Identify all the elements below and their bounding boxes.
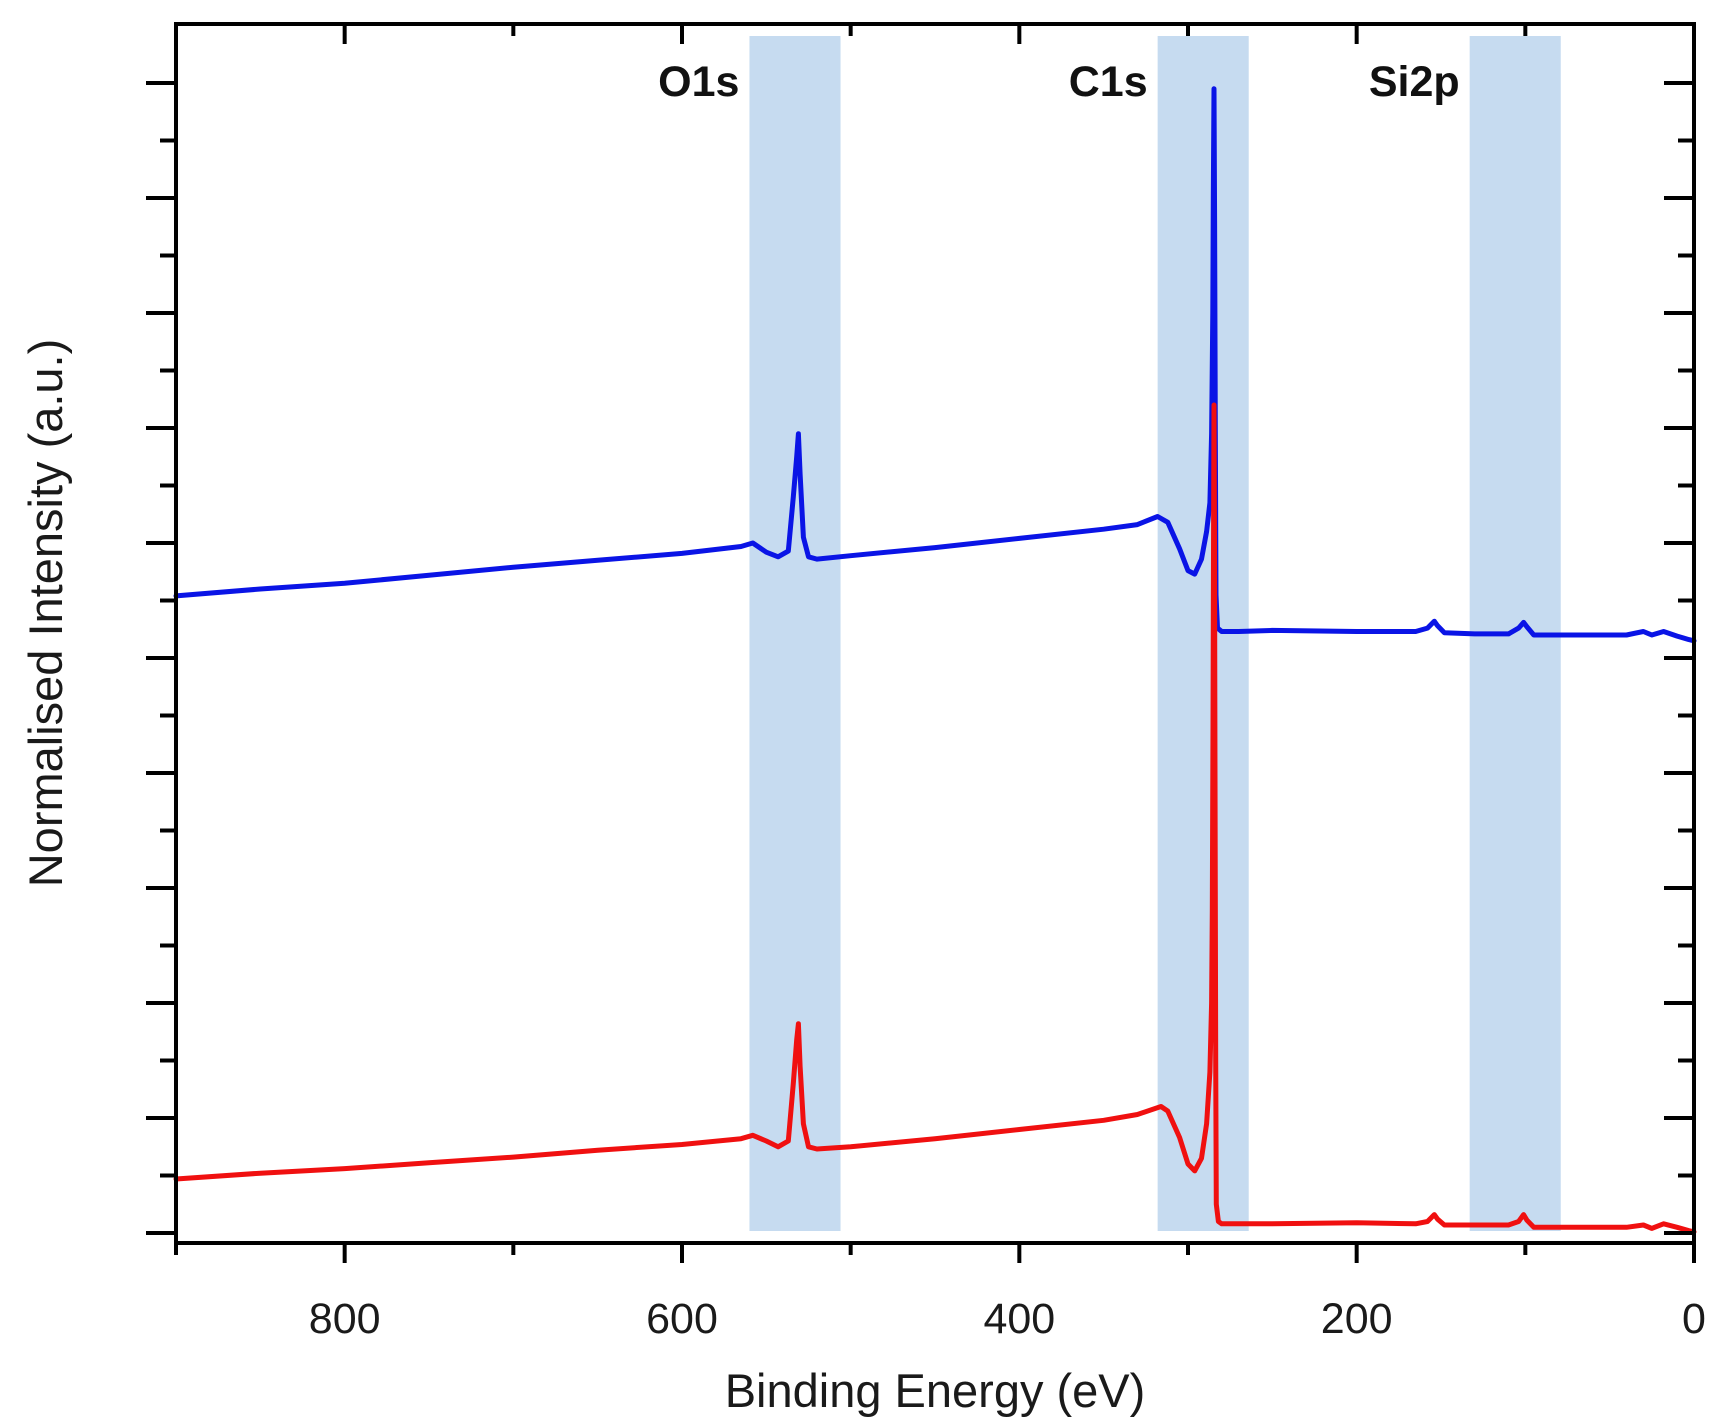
band-label-c1s: C1s <box>1069 58 1148 106</box>
highlight-bands <box>749 36 1561 1231</box>
axes <box>174 22 1696 1245</box>
x-tick-label: 200 <box>1321 1295 1393 1343</box>
band-label-o1s: O1s <box>658 58 739 106</box>
x-tick-label: 800 <box>309 1295 381 1343</box>
band-o1s <box>749 36 841 1231</box>
plot-frame <box>174 22 1696 1245</box>
y-axis-title: Normalised Intensity (a.u.) <box>19 339 72 888</box>
series-line-upper <box>173 86 1697 644</box>
spectra <box>173 86 1697 1235</box>
ticks: 800 600 400 200 0 <box>146 24 1706 1343</box>
band-labels: O1s C1s Si2p <box>658 58 1459 106</box>
x-tick-label: 400 <box>983 1295 1055 1343</box>
x-tick-label: 0 <box>1682 1295 1706 1343</box>
x-axis-title: Binding Energy (eV) <box>725 1364 1146 1417</box>
x-tick-label: 600 <box>646 1295 718 1343</box>
series-line-lower <box>173 402 1697 1235</box>
band-label-si2p: Si2p <box>1369 58 1460 106</box>
